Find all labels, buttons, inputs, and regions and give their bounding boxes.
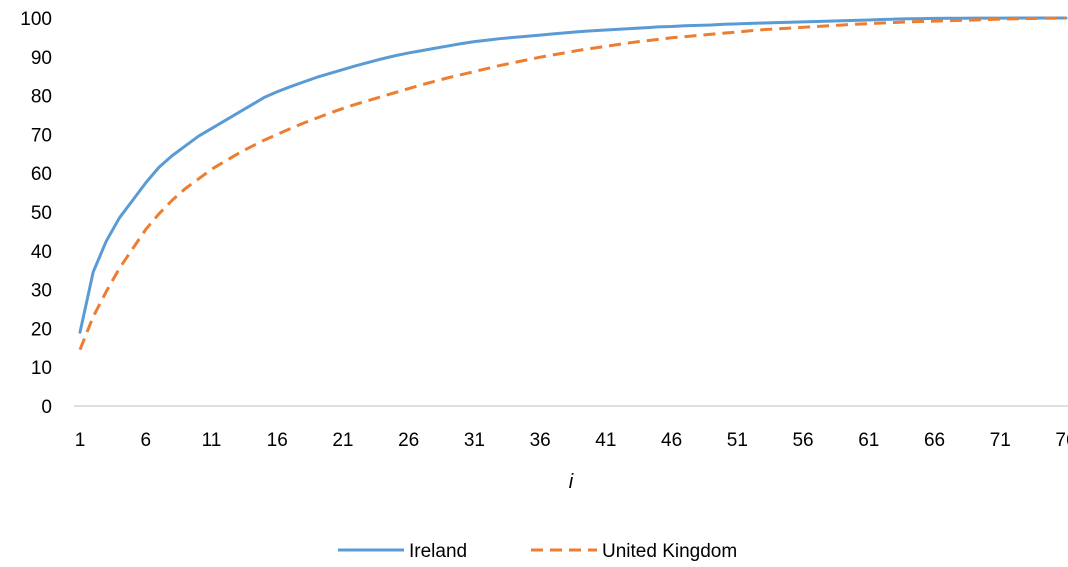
x-tick-label: 41 <box>595 430 616 451</box>
x-tick-label: 1 <box>75 430 86 451</box>
x-tick-label: 71 <box>990 430 1011 451</box>
y-tick-label: 50 <box>31 203 52 224</box>
y-tick-label: 100 <box>20 9 52 30</box>
series-line-ireland <box>78 16 1068 334</box>
y-tick-label: 80 <box>31 87 52 108</box>
y-tick-label: 30 <box>31 281 52 302</box>
legend-label-united-kingdom: United Kingdom <box>602 541 737 562</box>
x-tick-label: 31 <box>464 430 485 451</box>
legend-label-ireland: Ireland <box>409 541 467 562</box>
y-tick-label: 90 <box>31 48 52 69</box>
x-tick-label: 16 <box>267 430 288 451</box>
x-tick-label: 36 <box>530 430 551 451</box>
x-axis-title: i <box>569 471 574 493</box>
x-tick-label: 56 <box>792 430 813 451</box>
y-tick-label: 60 <box>31 164 52 185</box>
series-lines <box>78 16 1068 351</box>
x-tick-label: 26 <box>398 430 419 451</box>
y-tick-label: 40 <box>31 242 52 263</box>
x-axis-ticks: 161116212631364146515661667176 <box>75 430 1068 451</box>
x-tick-label: 76 <box>1055 430 1068 451</box>
legend: Ireland United Kingdom <box>338 541 737 562</box>
y-tick-label: 70 <box>31 125 52 146</box>
x-tick-label: 6 <box>140 430 151 451</box>
x-tick-label: 61 <box>858 430 879 451</box>
x-tick-label: 21 <box>332 430 353 451</box>
y-tick-label: 10 <box>31 358 52 379</box>
y-tick-label: 0 <box>41 397 52 418</box>
x-tick-label: 11 <box>202 430 222 451</box>
x-tick-label: 46 <box>661 430 682 451</box>
y-axis-ticks: 0 10 20 30 40 50 60 70 80 90 100 <box>20 9 52 418</box>
x-tick-label: 51 <box>727 430 748 451</box>
x-tick-label: 66 <box>924 430 945 451</box>
y-tick-label: 20 <box>31 319 52 340</box>
series-line-united-kingdom <box>78 16 1067 351</box>
